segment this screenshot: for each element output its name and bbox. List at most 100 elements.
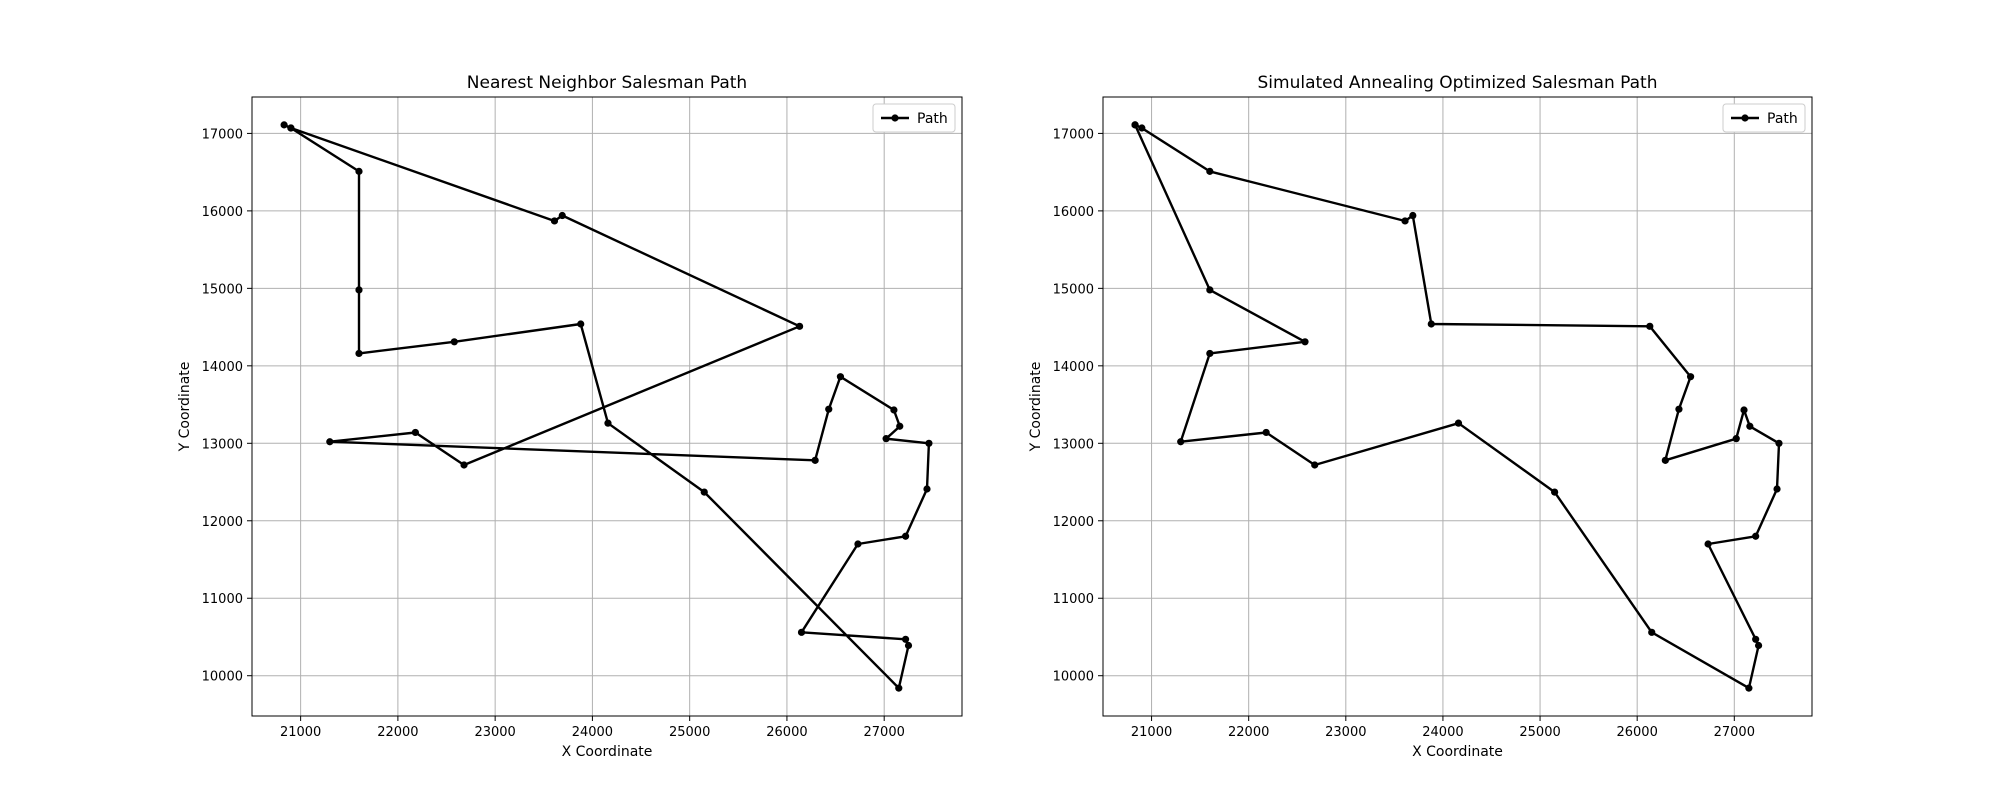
data-point: [1206, 286, 1214, 294]
x-tick-label: 25000: [1519, 725, 1560, 740]
series-line: [283, 123, 931, 690]
y-tick-label: 13000: [202, 437, 243, 452]
data-point: [1177, 438, 1185, 446]
x-tick-label: 23000: [474, 725, 515, 740]
legend-box: [1722, 103, 1806, 133]
y-tick-label: 16000: [1053, 205, 1094, 220]
data-point: [326, 438, 334, 446]
y-tick-label: 16000: [202, 205, 243, 220]
legend-label: Path: [917, 111, 948, 127]
x-tick-label: 22000: [1228, 725, 1269, 740]
x-tick-label: 27000: [1714, 725, 1755, 740]
data-point: [1732, 435, 1740, 443]
y-tick-label: 14000: [1053, 360, 1094, 375]
data-point: [1206, 167, 1214, 175]
data-point: [1262, 428, 1270, 437]
legend: Path: [872, 103, 956, 133]
data-point: [925, 439, 933, 447]
data-point: [895, 684, 903, 692]
data-point: [901, 532, 910, 540]
simulated-annealing-chart: 21000 22000 23000 24000 25000 26000 27000 10000…: [1028, 73, 1813, 760]
x-tick-label: 21000: [280, 725, 321, 740]
series-line: [1134, 123, 1781, 690]
data-point: [1131, 121, 1139, 129]
chart-title: Simulated Annealing Optimized Salesman P…: [1258, 73, 1658, 93]
data-point: [882, 435, 890, 443]
y-tick-label: 15000: [1053, 282, 1094, 297]
data-point: [280, 121, 288, 129]
y-tick-label: 10000: [1053, 670, 1094, 685]
data-point: [1661, 456, 1669, 464]
y-tick-label: 10000: [202, 670, 243, 685]
data-point: [901, 635, 910, 643]
x-tick-label: 25000: [669, 725, 710, 740]
data-point: [1746, 422, 1754, 430]
y-tick-label: 15000: [202, 282, 243, 297]
data-point: [700, 488, 708, 496]
y-axis-label: Y Coordinate: [1028, 362, 1044, 453]
data-point: [1138, 124, 1146, 132]
data-point: [797, 628, 806, 636]
data-point: [450, 338, 458, 346]
y-tick-label: 17000: [1053, 127, 1094, 142]
x-axis-label: X Coordinate: [562, 744, 653, 760]
x-tick-label: 26000: [1616, 725, 1657, 740]
data-point: [904, 641, 913, 650]
y-tick-label: 12000: [1053, 515, 1094, 530]
data-point: [896, 422, 904, 430]
data-point: [811, 456, 819, 464]
y-tick-label: 17000: [202, 127, 243, 142]
data-point: [1740, 406, 1748, 414]
data-point: [355, 286, 363, 294]
data-point: [1704, 540, 1712, 548]
data-point: [460, 461, 468, 469]
data-point: [550, 217, 559, 225]
y-tick-label: 14000: [202, 360, 243, 375]
x-axis-label: X Coordinate: [1412, 744, 1503, 760]
data-point: [1646, 322, 1654, 330]
y-axis-label: Y Coordinate: [177, 362, 193, 453]
y-tick-label: 11000: [202, 592, 243, 607]
legend-box: [872, 103, 956, 133]
data-point: [854, 540, 862, 548]
data-point: [355, 167, 363, 175]
data-point: [1648, 628, 1656, 636]
data-point: [1206, 349, 1214, 358]
data-point: [577, 320, 585, 328]
plot-frame: [1102, 96, 1813, 717]
data-point: [287, 124, 295, 132]
chart-title: Nearest Neighbor Salesman Path: [467, 73, 747, 93]
data-point: [1675, 405, 1683, 413]
data-point: [923, 485, 931, 493]
x-tick-label: 24000: [572, 725, 613, 740]
legend: Path: [1722, 103, 1806, 133]
data-point: [1745, 684, 1753, 692]
x-tick-label: 27000: [864, 725, 905, 740]
data-point: [1775, 439, 1783, 447]
data-point: [1454, 419, 1463, 427]
data-point: [890, 406, 898, 414]
y-tick-label: 13000: [1053, 437, 1094, 452]
data-point: [1754, 641, 1763, 650]
data-point: [1752, 635, 1760, 643]
data-point: [1551, 488, 1559, 496]
x-tick-label: 21000: [1131, 725, 1172, 740]
data-point: [836, 373, 845, 381]
data-point: [795, 322, 804, 330]
data-point: [1427, 320, 1435, 328]
x-tick-label: 23000: [1325, 725, 1366, 740]
data-point: [1773, 485, 1781, 493]
x-tick-label: 24000: [1422, 725, 1463, 740]
legend-label: Path: [1767, 111, 1798, 127]
x-tick-label: 26000: [766, 725, 807, 740]
data-point: [558, 211, 566, 220]
legend-marker: [1741, 114, 1749, 122]
data-point: [411, 428, 419, 437]
data-point: [355, 349, 363, 358]
data-point: [1301, 338, 1309, 346]
nearest-neighbor-chart: 21000 22000 23000 24000 25000 26000 27000 10000…: [177, 73, 963, 760]
y-tick-label: 12000: [202, 515, 243, 530]
data-point: [604, 419, 612, 427]
x-tick-label: 22000: [377, 725, 418, 740]
